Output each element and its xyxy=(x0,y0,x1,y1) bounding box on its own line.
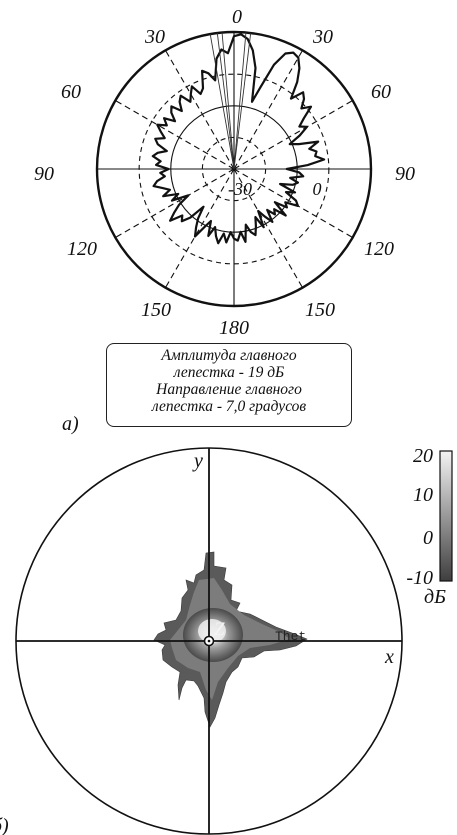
main-lobe-line-2 xyxy=(221,32,235,170)
angle-label-bottom: 180 xyxy=(219,317,249,339)
y-axis-label: y xyxy=(192,450,203,472)
polar-spoke-240 xyxy=(115,168,235,238)
heatmap-chart: x y Z Thet 20 10 0 -10 дБ xyxy=(15,445,453,835)
angle-label-left-150: 150 xyxy=(141,299,171,321)
polar-spoke-210 xyxy=(165,168,235,288)
heatmap-pattern-blob xyxy=(153,551,308,728)
info-line-3: Направление главного xyxy=(156,381,302,398)
angle-label-left-90: 90 xyxy=(34,163,54,185)
angle-label-right-30: 30 xyxy=(312,26,333,48)
angle-label-right-90: 90 xyxy=(395,163,415,185)
x-axis-label: x xyxy=(384,646,394,668)
radiation-pattern-line xyxy=(151,33,326,245)
polar-spoke-330 xyxy=(165,50,235,170)
colorbar-tick-0: 0 xyxy=(423,527,433,549)
angle-label-left-60: 60 xyxy=(61,81,81,103)
panel-label-b: б) xyxy=(0,815,9,835)
theta-label: Thet xyxy=(275,629,306,644)
main-lobe-line-3 xyxy=(233,32,247,170)
radial-label-minus-30: -30 xyxy=(228,179,252,199)
main-lobe-line-0 xyxy=(209,34,235,170)
main-lobe-info-box: Амплитуда главного лепестка - 19 дБ Напр… xyxy=(106,343,352,427)
info-line-2: лепестка - 19 дБ xyxy=(173,364,285,381)
polar-spoke-150 xyxy=(233,168,303,288)
colorbar-tick-20: 20 xyxy=(413,445,433,467)
colorbar xyxy=(439,450,453,582)
center-label: Z xyxy=(214,619,225,640)
polar-spoke-60 xyxy=(233,100,353,170)
heatmap-blob-peak xyxy=(198,619,226,643)
main-lobe-line-1 xyxy=(216,32,235,170)
panel-label-a: а) xyxy=(62,413,79,435)
z-axis-marker-dot xyxy=(207,639,211,643)
radial-label-0: 0 xyxy=(313,179,322,199)
polar-spoke-300 xyxy=(115,100,235,170)
polar-chart: 0 180 30 60 90 120 150 30 60 90 120 150 … xyxy=(34,6,415,339)
polar-spoke-120 xyxy=(233,168,353,238)
polar-spoke-30 xyxy=(233,50,303,170)
angle-label-right-60: 60 xyxy=(371,81,391,103)
info-line-4: лепестка - 7,0 градусов xyxy=(151,398,307,415)
angle-label-left-30: 30 xyxy=(144,26,165,48)
main-lobe-direction-lines xyxy=(209,32,252,170)
main-lobe-line-4 xyxy=(233,32,252,170)
colorbar-tick-10: 10 xyxy=(413,484,433,506)
info-line-1: Амплитуда главного xyxy=(161,347,297,364)
angle-label-right-120: 120 xyxy=(364,238,394,260)
angle-label-right-150: 150 xyxy=(305,299,335,321)
colorbar-tick-minus-10: -10 xyxy=(406,567,433,589)
angle-label-top: 0 xyxy=(232,6,242,28)
angle-label-left-120: 120 xyxy=(67,238,97,260)
colorbar-unit: дБ xyxy=(424,586,446,608)
